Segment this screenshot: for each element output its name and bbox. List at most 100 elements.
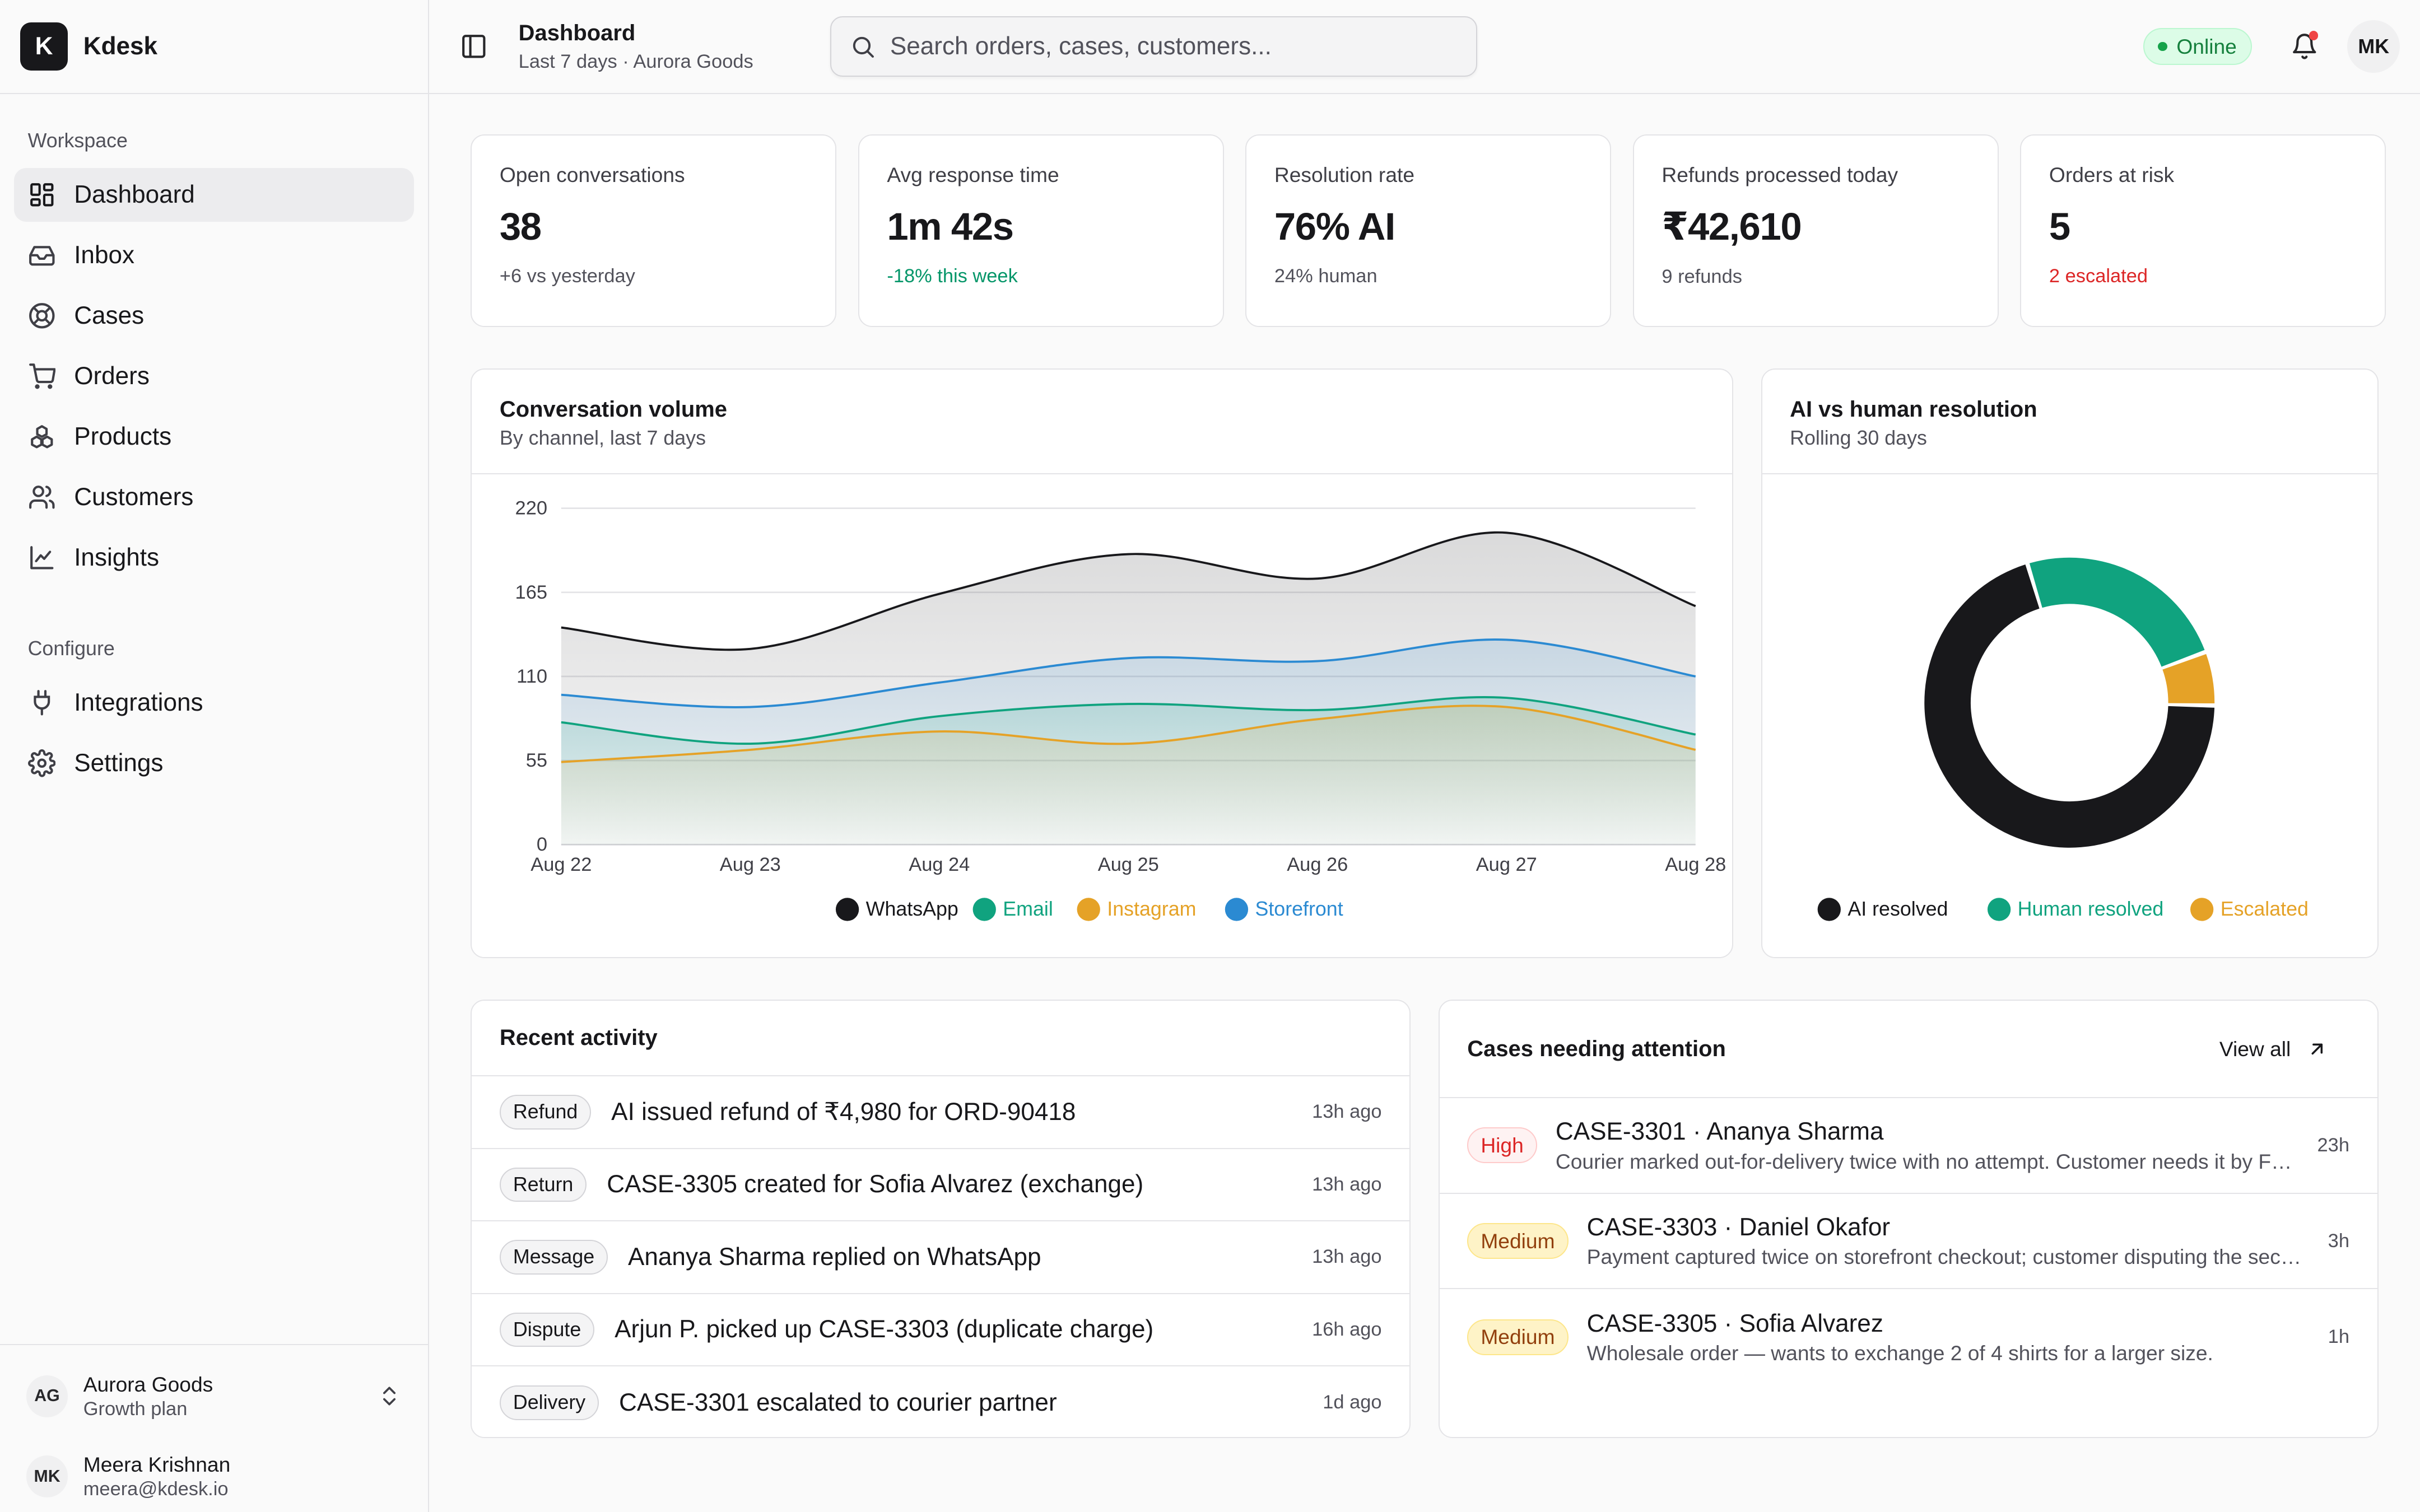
sidebar-item-label: Cases [74, 302, 145, 330]
section-label-configure: Configure [27, 637, 115, 660]
case-title: CASE-3303 · Daniel Okafor [1586, 1214, 1891, 1242]
inbox-icon [29, 246, 55, 266]
sidebar-item-dashboard[interactable]: Dashboard [13, 167, 415, 222]
kpi-label: Refunds processed today [1662, 163, 1898, 187]
sidebar-item-label: Integrations [74, 689, 203, 717]
legend-label: AI resolved [1847, 898, 1948, 920]
activity-text: CASE-3301 escalated to courier partner [619, 1388, 1057, 1416]
boxes-icon [30, 425, 53, 449]
activity-tag: Delivery [499, 1385, 599, 1420]
activity-text: AI issued refund of ₹4,980 for ORD-90418 [611, 1098, 1076, 1126]
kpi-row: Open conversations 38 +6 vs yesterday Av… [471, 134, 2386, 328]
kpi-card[interactable]: Open conversations 38 +6 vs yesterday [471, 134, 837, 328]
sidebar-item-label: Products [74, 423, 172, 451]
lifebuoy-icon [29, 303, 55, 329]
sidebar-item-settings[interactable]: Settings [14, 736, 414, 790]
brand-name: Kdesk [83, 32, 158, 60]
donut-slice-ai-resolved [1924, 564, 2214, 848]
sidebar-item-inbox[interactable]: Inbox [14, 228, 414, 282]
y-tick-label: 0 [537, 834, 547, 856]
line-chart-icon [30, 546, 54, 570]
activity-row[interactable]: Delivery CASE-3301 escalated to courier … [472, 1366, 1409, 1439]
case-row[interactable]: High CASE-3301 · Ananya Sharma Courier m… [1439, 1098, 2377, 1194]
legend-label: Email [1003, 898, 1054, 920]
legend-label: Storefront [1255, 898, 1343, 920]
users-icon [29, 486, 55, 509]
legend-swatch [836, 898, 859, 921]
legend-swatch [1077, 898, 1101, 921]
sidebar-footer: AG Aurora Goods Growth plan MK Meera Kri… [0, 1344, 428, 1512]
kpi-card[interactable]: Resolution rate 76% AI 24% human [1245, 134, 1612, 328]
activity-time: 13h ago [1312, 1173, 1382, 1195]
kpi-card[interactable]: Refunds processed today ₹42,610 9 refund… [1632, 134, 1999, 328]
sidebar-item-cases[interactable]: Cases [14, 289, 414, 343]
legend-swatch [1987, 898, 2011, 921]
bell-icon [2292, 34, 2316, 59]
brand-logo: K [20, 22, 68, 71]
brand[interactable]: K Kdesk [0, 0, 428, 95]
activity-tag: Dispute [499, 1312, 595, 1347]
donut-slice-escalated [2162, 654, 2214, 704]
sidebar: K Kdesk Workspace Dashboard Inbox Cases … [0, 0, 429, 1512]
case-description: Wholesale order — wants to exchange 2 of… [1586, 1341, 2213, 1365]
legend-label: Instagram [1107, 898, 1197, 920]
search-bar[interactable] [830, 16, 1477, 77]
search-input[interactable] [890, 32, 1458, 61]
user-avatar-button[interactable]: MK [2347, 20, 2400, 73]
cart-icon [29, 363, 56, 389]
kpi-value: 1m 42s [887, 204, 1014, 248]
y-tick-label: 220 [515, 498, 547, 519]
case-age: 23h [2317, 1134, 2349, 1156]
kpi-card[interactable]: Orders at risk 5 2 escalated [2020, 134, 2386, 328]
case-row[interactable]: Medium CASE-3305 · Sofia Alvarez Wholesa… [1440, 1289, 2377, 1385]
sidebar-item-label: Dashboard [74, 181, 195, 209]
case-row[interactable]: Medium CASE-3303 · Daniel Okafor Payment… [1439, 1194, 2377, 1290]
view-all-label: View all [2219, 1037, 2291, 1061]
kpi-label: Open conversations [499, 163, 685, 187]
activity-tag: Refund [499, 1095, 592, 1130]
series-line-storefront [561, 638, 1696, 709]
activity-text: CASE-3305 created for Sofia Alvarez (exc… [607, 1170, 1144, 1198]
y-tick-label: 110 [516, 666, 547, 687]
kpi-card[interactable]: Avg response time 1m 42s -18% this week [858, 134, 1224, 328]
view-all-link[interactable]: View all [2219, 1037, 2328, 1061]
x-tick-label: Aug 26 [1287, 854, 1348, 875]
legend-label: WhatsApp [866, 898, 958, 920]
sidebar-item-insights[interactable]: Insights [14, 531, 414, 585]
recent-activity-card: Recent activity Refund AI issued refund … [471, 1000, 1411, 1438]
card-subtitle: By channel, last 7 days [499, 427, 706, 450]
gear-icon [27, 749, 56, 777]
user-email: meera@kdesk.io [83, 1478, 229, 1500]
legend-swatch [2190, 898, 2213, 921]
sidebar-item-integrations[interactable]: Integrations [14, 676, 414, 730]
kpi-value: 5 [2049, 204, 2070, 248]
donut-slice-human-resolved [2029, 558, 2205, 667]
sidebar-toggle-icon[interactable] [460, 32, 488, 60]
workspace-switcher[interactable]: AG Aurora Goods Growth plan [26, 1361, 402, 1432]
topbar: Dashboard Last 7 days · Aurora Goods Onl… [429, 0, 2420, 95]
activity-row[interactable]: Dispute Arjun P. picked up CASE-3303 (du… [472, 1294, 1410, 1367]
kpi-note: 2 escalated [2049, 265, 2148, 287]
notifications-button[interactable] [2277, 18, 2332, 74]
activity-row[interactable]: Message Ananya Sharma replied on WhatsAp… [472, 1221, 1410, 1294]
user-profile[interactable]: MK Meera Krishnan meera@kdesk.io [26, 1441, 402, 1512]
sidebar-item-orders[interactable]: Orders [14, 349, 414, 403]
sidebar-item-label: Inbox [74, 241, 135, 269]
legend-swatch [972, 898, 997, 921]
user-avatar: MK [26, 1455, 68, 1497]
case-description: Payment captured twice on storefront che… [1586, 1245, 2310, 1269]
cases-attention-card: Cases needing attention View all High CA… [1438, 1000, 2379, 1438]
chevrons-up-down-icon [383, 1387, 396, 1406]
priority-badge: Medium [1467, 1223, 1569, 1259]
section-label-workspace: Workspace [27, 129, 128, 152]
activity-row[interactable]: Return CASE-3305 created for Sofia Alvar… [472, 1149, 1410, 1222]
page-title: Dashboard [518, 20, 636, 45]
sidebar-item-customers[interactable]: Customers [14, 470, 414, 524]
kpi-note: 9 refunds [1662, 265, 1742, 287]
y-tick-label: 165 [515, 582, 547, 603]
sidebar-nav: Workspace Dashboard Inbox Cases Orders P… [0, 94, 428, 1344]
sidebar-item-products[interactable]: Products [14, 410, 414, 464]
activity-time: 13h ago [1312, 1101, 1382, 1123]
activity-row[interactable]: Refund AI issued refund of ₹4,980 for OR… [472, 1076, 1410, 1149]
search-icon [853, 36, 874, 58]
